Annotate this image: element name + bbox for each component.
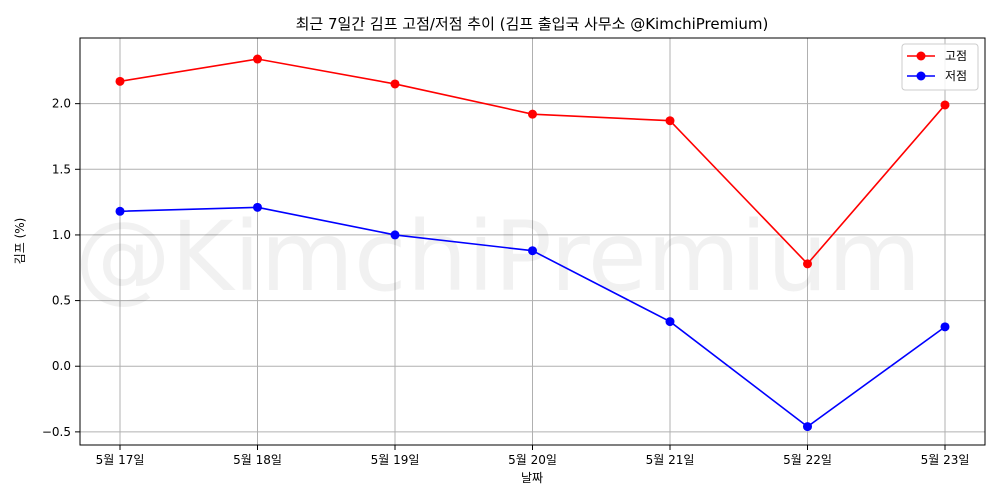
x-axis-label: 날짜 (521, 471, 543, 485)
series-layer (115, 54, 950, 432)
data-point-low (665, 317, 675, 327)
data-point-low (528, 246, 537, 256)
x-tick-label: 5월 17일 (96, 453, 145, 467)
data-point-high (253, 54, 262, 64)
y-axis-label: 김프 (%) (13, 218, 27, 265)
x-tick-label: 5월 18일 (233, 453, 282, 467)
y-tick-label: 0.0 (52, 359, 71, 373)
legend-marker-low (916, 71, 926, 81)
data-point-high (665, 116, 675, 126)
data-point-low (803, 422, 812, 432)
y-tick-label: 1.5 (52, 162, 71, 176)
data-point-low (390, 230, 400, 240)
x-tick-label: 5월 19일 (371, 453, 420, 467)
x-tick-label: 5월 23일 (921, 453, 970, 467)
x-tick-label: 5월 21일 (646, 453, 695, 467)
data-point-low (253, 202, 262, 212)
data-point-low (940, 322, 950, 332)
grid (80, 38, 985, 445)
data-point-high (940, 100, 950, 110)
data-point-high (115, 76, 125, 86)
y-tick-label: 2.0 (52, 97, 71, 111)
y-tick-label: −0.5 (42, 425, 71, 439)
watermark: @KimchiPremium (75, 201, 922, 313)
data-point-high (803, 259, 812, 269)
x-tick-label: 5월 20일 (508, 453, 557, 467)
y-tick-label: 0.5 (52, 294, 71, 308)
y-tick-label: 1.0 (52, 228, 71, 242)
ticks: 5월 17일 5월 18일 5월 19일 5월 20일 5월 21일 5월 22일 5월 2… (42, 97, 970, 467)
legend-label-high: 고점 (945, 49, 967, 63)
legend-marker-high (916, 51, 926, 61)
data-point-high (390, 79, 400, 89)
data-point-high (528, 109, 537, 119)
data-point-low (115, 206, 125, 216)
chart-title: 최근 7일간 김프 고점/저점 추이 (김프 출입국 사무소 @KimchiPr… (296, 15, 769, 33)
legend-label-low: 저점 (945, 69, 967, 83)
x-tick-label: 5월 22일 (783, 453, 832, 467)
